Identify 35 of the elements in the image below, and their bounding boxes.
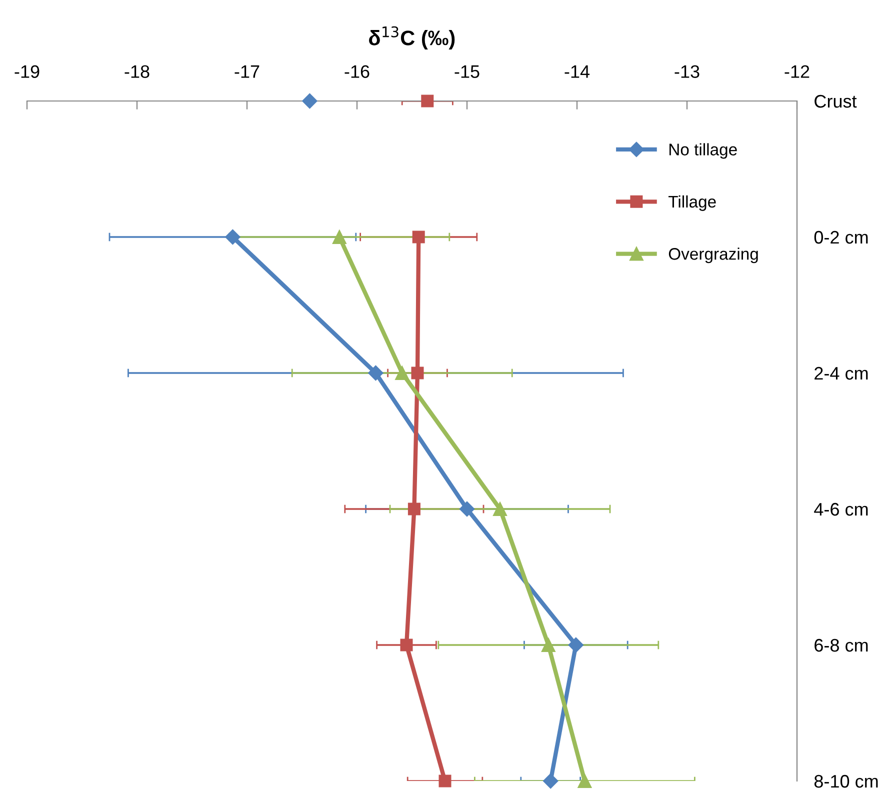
y-tick-label: 0-2 cm	[814, 230, 868, 244]
point	[541, 638, 556, 652]
legend-label: No tillage	[669, 143, 737, 159]
x-tick-label: -17	[234, 65, 260, 78]
point	[368, 365, 384, 381]
point	[438, 774, 452, 788]
point	[411, 366, 424, 380]
legend-label: Overgrazing	[668, 248, 758, 264]
x-axis-title: δ$^{13}$C (‰)	[369, 26, 455, 50]
y-tick-label: 8-10 cm	[814, 774, 878, 788]
x-tick-label: -15	[454, 65, 480, 78]
point	[400, 638, 413, 652]
x-tick-label: -14	[564, 65, 590, 78]
y-tick-label: 4-6 cm	[814, 502, 868, 516]
point	[395, 366, 410, 380]
x-tick-label: -12	[784, 65, 810, 78]
y-tick-label: Crust	[814, 94, 857, 108]
x-tick-label: -13	[674, 65, 700, 78]
x-tick-label: -19	[14, 65, 40, 78]
x-tick-label: -18	[124, 65, 150, 78]
point	[302, 93, 318, 109]
y-tick-label: 6-8 cm	[814, 638, 868, 652]
point	[578, 774, 592, 788]
legend-label: Tillage	[668, 195, 716, 211]
point	[412, 230, 425, 244]
point	[543, 773, 558, 789]
y-tick-label: 2-4 cm	[814, 366, 868, 380]
point	[493, 502, 507, 516]
point	[225, 229, 240, 245]
point	[408, 502, 420, 516]
point	[332, 230, 346, 244]
point	[568, 637, 584, 653]
x-tick-label: -16	[344, 65, 370, 78]
point	[421, 94, 434, 108]
point	[459, 501, 475, 517]
